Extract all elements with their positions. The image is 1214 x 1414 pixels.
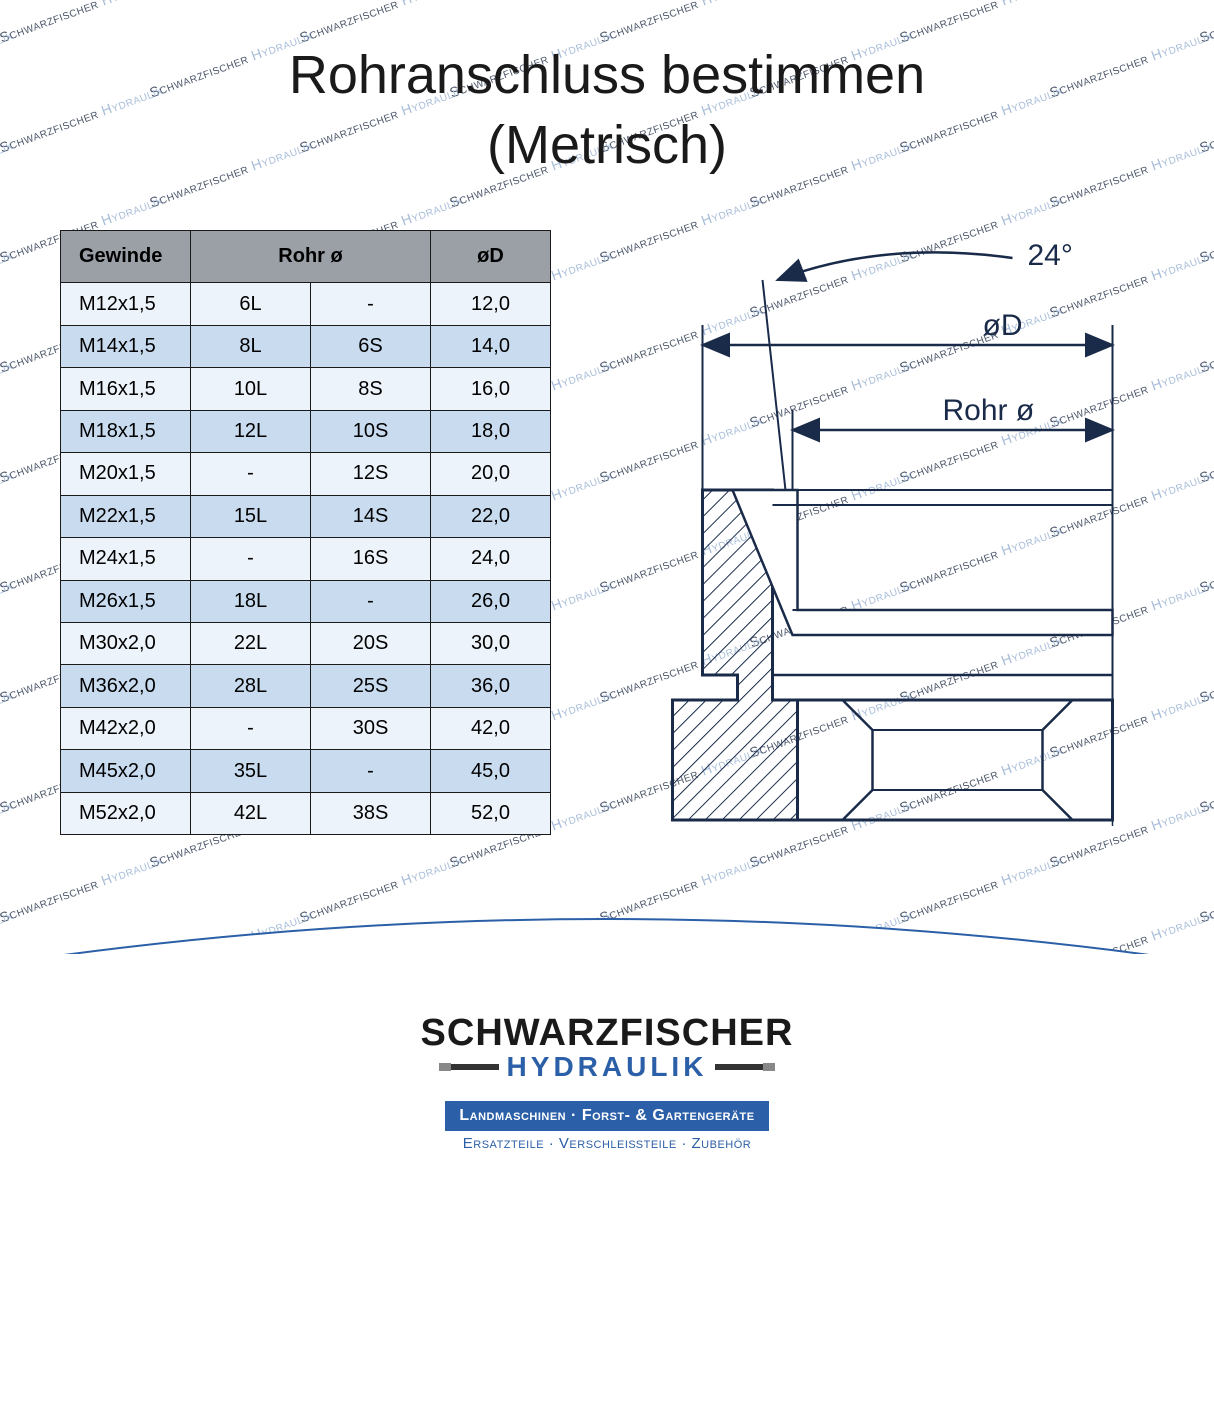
table-cell: 15L xyxy=(191,495,311,537)
table-cell: 38S xyxy=(311,792,431,835)
table-cell: 8L xyxy=(191,325,311,367)
table-row: M16x1,510L8S16,0 xyxy=(61,368,551,410)
table-row: M14x1,58L6S14,0 xyxy=(61,325,551,367)
table-cell: 10L xyxy=(191,368,311,410)
table-cell: M26x1,5 xyxy=(61,580,191,622)
table-cell: - xyxy=(191,453,311,495)
spec-table: Gewinde Rohr ø øD M12x1,56L-12,0M14x1,58… xyxy=(60,230,551,835)
table-cell: 45,0 xyxy=(431,750,551,792)
table-cell: 26,0 xyxy=(431,580,551,622)
table-cell: 42L xyxy=(191,792,311,835)
rohr-label: Rohr ø xyxy=(943,394,1035,427)
table-cell: - xyxy=(191,538,311,580)
table-row: M22x1,515L14S22,0 xyxy=(61,495,551,537)
title-line-2: (Metrisch) xyxy=(487,115,727,175)
table-row: M18x1,512L10S18,0 xyxy=(61,410,551,452)
table-cell: 6L xyxy=(191,283,311,325)
table-cell: 20S xyxy=(311,623,431,665)
table-row: M12x1,56L-12,0 xyxy=(61,283,551,325)
tagline-block: Landmaschinen · Forst- & Gartengeräte Er… xyxy=(445,1101,768,1156)
table-cell: - xyxy=(311,283,431,325)
brand-name: SCHWARZFISCHER xyxy=(421,1012,794,1055)
table-cell: M12x1,5 xyxy=(61,283,191,325)
table-cell: 24,0 xyxy=(431,538,551,580)
table-cell: 25S xyxy=(311,665,431,707)
table-cell: 30,0 xyxy=(431,623,551,665)
th-gewinde: Gewinde xyxy=(61,231,191,283)
hose-icon-left xyxy=(439,1060,499,1074)
table-cell: M36x2,0 xyxy=(61,665,191,707)
table-row: M30x2,022L20S30,0 xyxy=(61,623,551,665)
table-cell: - xyxy=(311,580,431,622)
table-cell: 20,0 xyxy=(431,453,551,495)
table-cell: 8S xyxy=(311,368,431,410)
footer: SCHWARZFISCHER HYDRAULIK Landmaschinen ·… xyxy=(0,954,1214,1214)
table-cell: - xyxy=(191,707,311,749)
table-cell: 10S xyxy=(311,410,431,452)
table-cell: 18L xyxy=(191,580,311,622)
table-cell: 22,0 xyxy=(431,495,551,537)
table-cell: M16x1,5 xyxy=(61,368,191,410)
th-d: øD xyxy=(431,231,551,283)
table-cell: 52,0 xyxy=(431,792,551,835)
table-cell: 28L xyxy=(191,665,311,707)
tagline-top: Landmaschinen · Forst- & Gartengeräte xyxy=(445,1101,768,1131)
table-cell: M24x1,5 xyxy=(61,538,191,580)
page-title: Rohranschluss bestimmen (Metrisch) xyxy=(0,0,1214,180)
table-cell: 12,0 xyxy=(431,283,551,325)
table-row: M20x1,5-12S20,0 xyxy=(61,453,551,495)
fitting-diagram: 24° øD Rohr ø xyxy=(581,230,1184,835)
table-row: M24x1,5-16S24,0 xyxy=(61,538,551,580)
table-cell: M14x1,5 xyxy=(61,325,191,367)
table-row: M52x2,042L38S52,0 xyxy=(61,792,551,835)
table-row: M26x1,518L-26,0 xyxy=(61,580,551,622)
table-cell: M42x2,0 xyxy=(61,707,191,749)
tagline-bottom: Ersatzteile · Verschleißteile · Zubehör xyxy=(445,1131,768,1156)
title-line-1: Rohranschluss bestimmen xyxy=(289,45,925,105)
table-cell: 42,0 xyxy=(431,707,551,749)
table-cell: M20x1,5 xyxy=(61,453,191,495)
table-cell: 6S xyxy=(311,325,431,367)
table-cell: 12S xyxy=(311,453,431,495)
table-row: M36x2,028L25S36,0 xyxy=(61,665,551,707)
table-cell: M45x2,0 xyxy=(61,750,191,792)
table-cell: 30S xyxy=(311,707,431,749)
table-cell: 14S xyxy=(311,495,431,537)
table-cell: M22x1,5 xyxy=(61,495,191,537)
table-cell: 16S xyxy=(311,538,431,580)
angle-label: 24° xyxy=(1028,239,1073,272)
table-cell: 22L xyxy=(191,623,311,665)
table-cell: 35L xyxy=(191,750,311,792)
th-rohr: Rohr ø xyxy=(191,231,431,283)
table-cell: - xyxy=(311,750,431,792)
table-cell: 12L xyxy=(191,410,311,452)
table-row: M42x2,0-30S42,0 xyxy=(61,707,551,749)
table-cell: 36,0 xyxy=(431,665,551,707)
hose-icon-right xyxy=(715,1060,775,1074)
table-cell: M18x1,5 xyxy=(61,410,191,452)
table-cell: 16,0 xyxy=(431,368,551,410)
table-row: M45x2,035L-45,0 xyxy=(61,750,551,792)
table-cell: M52x2,0 xyxy=(61,792,191,835)
brand-logo: SCHWARZFISCHER HYDRAULIK xyxy=(421,1012,794,1083)
d-label: øD xyxy=(983,309,1023,342)
brand-sub: HYDRAULIK xyxy=(507,1051,708,1083)
table-cell: 14,0 xyxy=(431,325,551,367)
table-cell: 18,0 xyxy=(431,410,551,452)
table-cell: M30x2,0 xyxy=(61,623,191,665)
